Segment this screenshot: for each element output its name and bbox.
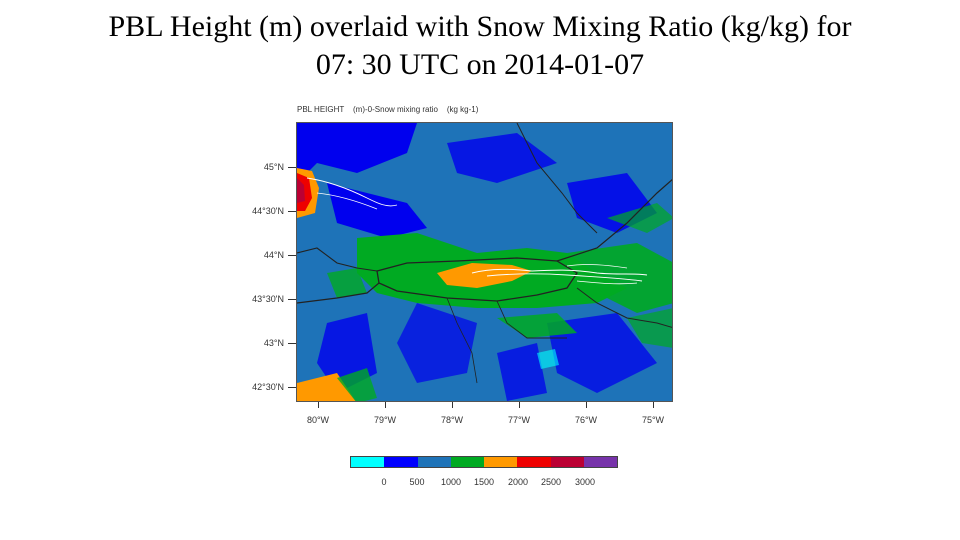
lon-label-3: 77°W [507,415,531,425]
map-plot [296,122,673,402]
title-line-1: PBL Height (m) overlaid with Snow Mixing… [108,10,852,43]
st-lawrence-river [556,178,672,262]
colorbar-box-6 [550,457,584,467]
slide-title: PBL Height (m) overlaid with Snow Mixing… [0,8,960,84]
colorbar-label-2: 1000 [440,477,462,487]
lat-tick-5 [288,387,296,388]
pbl-height-map [297,123,672,401]
lon-tick-4 [586,402,587,408]
lat-label-5: 42°30'N [252,382,284,392]
lat-tick-2 [288,255,296,256]
snow-contour-nw [306,177,398,207]
lon-tick-2 [452,402,453,408]
colorbar-label-1: 500 [409,477,425,487]
lon-label-2: 78°W [440,415,464,425]
border-line [516,123,598,234]
lon-tick-5 [653,402,654,408]
lon-tick-3 [519,402,520,408]
lake-ontario-shoreline [376,257,578,302]
colorbar-label-5: 2500 [540,477,562,487]
lon-tick-1 [385,402,386,408]
colorbar-box-3 [450,457,484,467]
blue-patch-w [327,183,427,238]
lon-label-1: 79°W [373,415,397,425]
lat-tick-0 [288,167,296,168]
colorbar [350,456,618,468]
snow-contour-2 [486,273,643,282]
lat-label-0: 45°N [263,162,284,172]
plot-header: PBL HEIGHT (m)-0-Snow mixing ratio (kg k… [297,105,479,114]
colorbar-box-0 [351,457,385,467]
lon-label-5: 75°W [641,415,665,425]
lat-tick-1 [288,211,296,212]
colorbar-box-1 [384,457,418,467]
lon-tick-0 [318,402,319,408]
lat-label-2: 44°N [263,250,284,260]
colorbar-box-7 [583,457,617,467]
lat-label-4: 43°N [263,338,284,348]
snow-contour-1 [471,268,648,276]
colorbar-label-3: 1500 [473,477,495,487]
colorbar-box-4 [484,457,518,467]
colorbar-box-2 [417,457,451,467]
lat-label-3: 43°30'N [252,294,284,304]
colorbar-label-6: 3000 [574,477,596,487]
colorbar-label-4: 2000 [507,477,529,487]
lon-label-0: 80°W [306,415,330,425]
title-line-2: 07: 30 UTC on 2014-01-07 [315,48,645,81]
lat-label-1: 44°30'N [252,206,284,216]
lat-tick-3 [288,299,296,300]
colorbar-box-5 [517,457,551,467]
lat-tick-4 [288,343,296,344]
colorbar-label-0: 0 [381,477,387,487]
lon-label-4: 76°W [574,415,598,425]
lake-erie-shore [297,282,380,304]
blue-patch-nw [297,123,417,183]
